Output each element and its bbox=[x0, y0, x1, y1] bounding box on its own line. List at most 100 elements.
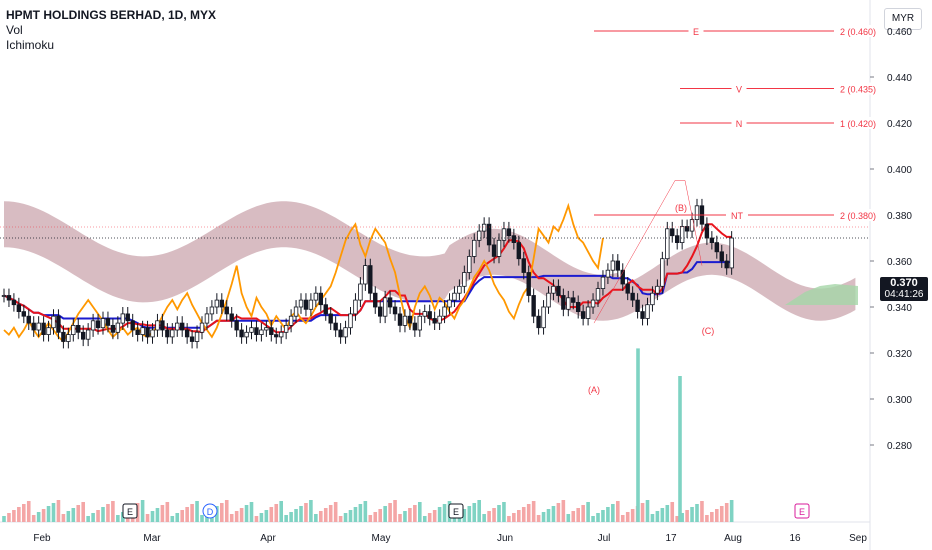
candle-body bbox=[85, 329, 91, 340]
candle bbox=[105, 311, 111, 333]
candle-body bbox=[51, 315, 56, 329]
candle bbox=[397, 307, 403, 333]
candle bbox=[442, 300, 447, 324]
wave-point-label: (A) bbox=[588, 385, 600, 395]
earnings-event-marker: E bbox=[448, 503, 464, 519]
candle bbox=[452, 286, 457, 307]
candle-body bbox=[392, 306, 398, 315]
candle bbox=[184, 323, 190, 344]
volume-bar bbox=[264, 510, 269, 522]
candle-body bbox=[373, 292, 378, 308]
y-tick-label: 0.460 bbox=[887, 27, 912, 38]
candle-body bbox=[407, 315, 413, 324]
candle-body bbox=[100, 318, 106, 329]
y-tick-label: 0.340 bbox=[887, 303, 912, 314]
candle-body bbox=[625, 283, 630, 294]
symbol-title[interactable]: HPMT HOLDINGS BERHAD, 1D, MYX bbox=[6, 8, 217, 22]
volume-bar bbox=[670, 502, 675, 522]
volume-bar bbox=[650, 514, 655, 522]
candle bbox=[219, 293, 224, 314]
volume-bar bbox=[7, 513, 11, 522]
candle bbox=[660, 251, 665, 294]
candle bbox=[209, 300, 215, 321]
candle-body bbox=[615, 260, 620, 271]
candle-body bbox=[640, 311, 645, 319]
candle-body bbox=[585, 306, 591, 319]
volume-bar bbox=[185, 507, 189, 522]
volume-bar bbox=[363, 501, 368, 522]
candle bbox=[229, 307, 234, 328]
x-tick-label: 16 bbox=[789, 533, 801, 544]
candle-body bbox=[679, 226, 685, 244]
candle-body bbox=[397, 313, 403, 326]
candle bbox=[625, 277, 630, 301]
candle-body bbox=[684, 226, 690, 232]
candle bbox=[160, 313, 165, 337]
volume-bar bbox=[61, 514, 66, 522]
candle bbox=[274, 327, 279, 344]
candle-body bbox=[650, 292, 655, 306]
volume-bar bbox=[358, 504, 363, 522]
candle bbox=[76, 318, 81, 340]
candle-body bbox=[427, 311, 432, 319]
candle-body bbox=[278, 331, 284, 338]
volume-bar bbox=[86, 516, 90, 522]
volume-bar bbox=[111, 501, 115, 522]
candle bbox=[496, 233, 502, 264]
candle bbox=[313, 286, 319, 307]
volume-bar bbox=[224, 500, 229, 522]
volume-bar bbox=[710, 512, 714, 522]
candle-body bbox=[219, 299, 224, 308]
candle bbox=[130, 313, 135, 337]
candle bbox=[204, 307, 210, 330]
volume-bar bbox=[96, 510, 100, 522]
candle bbox=[155, 313, 160, 337]
candle-body bbox=[214, 299, 220, 308]
volume-bar bbox=[393, 500, 397, 522]
candle bbox=[655, 279, 660, 301]
volume-bar bbox=[378, 509, 382, 522]
volume-bar bbox=[304, 503, 308, 522]
volume-bar bbox=[507, 516, 511, 522]
volume-bar bbox=[487, 511, 491, 522]
volume-bar bbox=[17, 507, 21, 522]
candle-body bbox=[189, 336, 195, 342]
candle-body bbox=[81, 331, 86, 340]
volume-indicator-label[interactable]: Vol bbox=[6, 23, 23, 37]
tenkan-sen-line bbox=[3, 223, 732, 334]
target-level-value: 1 (0.420) bbox=[840, 119, 876, 129]
volume-bar bbox=[413, 505, 417, 522]
volume-bar bbox=[289, 512, 293, 522]
candle-body bbox=[566, 297, 571, 310]
candle bbox=[175, 316, 180, 337]
candle bbox=[61, 325, 66, 349]
candle bbox=[610, 254, 616, 278]
candle bbox=[135, 323, 140, 342]
volume-bar bbox=[51, 503, 56, 522]
currency-button[interactable]: MYR bbox=[884, 8, 922, 30]
candle-body bbox=[343, 327, 348, 338]
candle bbox=[165, 323, 170, 344]
target-level-value: 2 (0.380) bbox=[840, 211, 876, 221]
candle-body bbox=[620, 269, 625, 285]
candle bbox=[214, 293, 220, 314]
candle bbox=[283, 318, 289, 340]
candle bbox=[481, 217, 487, 238]
candle bbox=[189, 330, 195, 349]
ichimoku-indicator-label[interactable]: Ichimoku bbox=[6, 38, 55, 52]
candle-body bbox=[56, 315, 61, 333]
volume-bar bbox=[155, 508, 160, 522]
candle bbox=[170, 323, 175, 344]
volume-bar bbox=[56, 500, 61, 522]
candle bbox=[491, 238, 497, 264]
candle-body bbox=[41, 322, 46, 336]
volume-peak-bar bbox=[636, 348, 640, 522]
candle bbox=[536, 309, 541, 335]
volume-bar bbox=[556, 503, 561, 522]
earnings-event-marker: D bbox=[202, 503, 218, 519]
volume-bar bbox=[323, 508, 328, 522]
candle bbox=[571, 290, 576, 310]
volume-bar bbox=[596, 513, 600, 522]
candle-body bbox=[481, 223, 487, 232]
